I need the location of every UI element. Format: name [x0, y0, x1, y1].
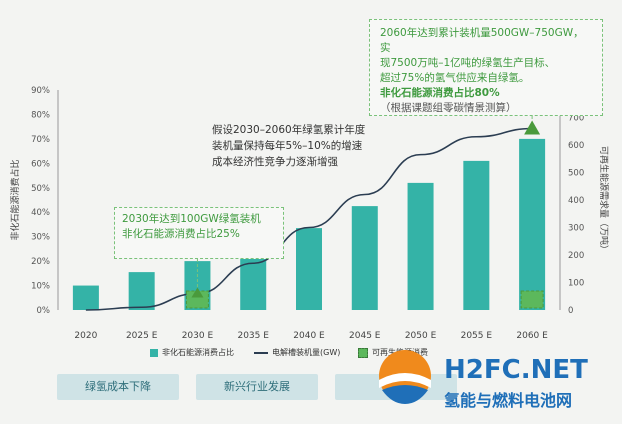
x-tick-label: 2040 E — [293, 331, 325, 341]
triangle-marker-2060 — [524, 120, 541, 135]
legend-bar-label: 非化石能源消费占比 — [162, 348, 234, 357]
y2-tick-label: 600 — [568, 141, 584, 151]
y-tick-label: 50% — [31, 184, 50, 194]
driver-button-cost[interactable]: 绿氢成本下降 — [57, 374, 179, 400]
h2fc-logo-icon: H2FC.NET 氢能与燃料电池网 — [379, 350, 588, 410]
legend-marker-swatch — [358, 347, 368, 358]
callout-top-line2: 现7500万吨–1亿吨的绿氢生产目标、 — [380, 57, 556, 69]
bar-2035-E — [240, 250, 267, 310]
legend-bar-swatch — [150, 348, 158, 357]
legend-item-bar: 非化石能源消费占比 — [150, 347, 234, 358]
legend-line-label: 电解槽装机量(GW) — [272, 348, 341, 357]
x-tick-label: 2045 E — [349, 331, 381, 341]
y2-tick-label: 500 — [568, 169, 584, 179]
driver-button-industry[interactable]: 新兴行业发展 — [196, 374, 318, 400]
callout-top-line4: 非化石能源消费占比80% — [380, 87, 500, 99]
bar-2050-E — [407, 182, 434, 310]
x-tick-label: 2055 E — [461, 331, 493, 341]
legend-line-swatch — [254, 351, 268, 354]
electrolyzer-capacity-line — [85, 127, 533, 311]
y-tick-label: 80% — [31, 110, 50, 120]
callout-mid-line1: 2030年达到100GW绿氢装机 — [122, 213, 261, 225]
x-tick-label: 2050 E — [405, 331, 437, 341]
callout-top-line3: 超过75%的氢气供应来自绿氢。 — [380, 72, 530, 84]
bar-2040-E — [296, 228, 322, 310]
y2-tick-label: 200 — [568, 251, 584, 261]
callout-2060-target: 2060年达到累计装机量500GW–750GW，实 现7500万吨–1亿吨的绿氢… — [369, 19, 603, 116]
triangle-marker-2030 — [191, 287, 204, 298]
x-tick-label: 2030 E — [182, 331, 214, 341]
annotation-line3: 成本经济性竞争力逐渐增强 — [212, 156, 338, 168]
watermark-brand: H2FC.NET — [444, 355, 588, 385]
y-tick-label: 30% — [31, 233, 50, 243]
growth-assumption-note: 假设2030–2060年绿氢累计年度 装机量保持每年5%–10%的增速 成本经济… — [212, 122, 402, 170]
callout-top-line5: （根据课题组零碳情景测算） — [380, 102, 517, 114]
y-tick-label: 90% — [31, 86, 50, 96]
bar-2060-E — [519, 138, 546, 310]
y2-axis-title: 可再生能源需求量（万吨） — [598, 146, 610, 254]
annotation-line2: 装机量保持每年5%–10%的增速 — [212, 140, 363, 152]
y-tick-label: 10% — [31, 282, 50, 292]
y-tick-label: 40% — [31, 208, 50, 218]
bar-2025-E — [128, 272, 155, 310]
y-axis-title: 非化石能源消费占比 — [9, 159, 21, 240]
y-tick-label: 60% — [31, 159, 50, 169]
x-tick-label: 2060 E — [516, 331, 548, 341]
callout-2030-target: 2030年达到100GW绿氢装机 非化石能源消费占比25% — [114, 207, 284, 259]
callout-mid-line2: 非化石能源消费占比25% — [122, 228, 240, 240]
h2fc-watermark: H2FC.NET 氢能与燃料电池网 — [360, 346, 622, 420]
y2-tick-label: 100 — [568, 279, 584, 289]
bar-2045-E — [351, 206, 378, 310]
y-tick-label: 20% — [31, 257, 50, 267]
y-tick-label: 0% — [37, 306, 51, 316]
y2-tick-label: 400 — [568, 196, 584, 206]
callout-top-line1: 2060年达到累计装机量500GW–750GW，实 — [380, 27, 584, 54]
renewable-marker-box — [520, 290, 544, 309]
annotation-line1: 假设2030–2060年绿氢累计年度 — [212, 124, 366, 136]
legend-item-line: 电解槽装机量(GW) — [254, 347, 340, 358]
bar-2055-E — [463, 160, 490, 310]
x-tick-label: 2025 E — [126, 331, 158, 341]
y-tick-label: 70% — [31, 135, 50, 145]
x-tick-label: 2035 E — [237, 331, 269, 341]
y2-tick-label: 0 — [568, 306, 573, 316]
y2-tick-label: 300 — [568, 224, 584, 234]
bar-2020 — [72, 285, 99, 310]
watermark-subtitle: 氢能与燃料电池网 — [444, 391, 572, 410]
x-tick-label: 2020 — [74, 331, 97, 341]
y2-tick-label: 700 — [568, 114, 584, 124]
